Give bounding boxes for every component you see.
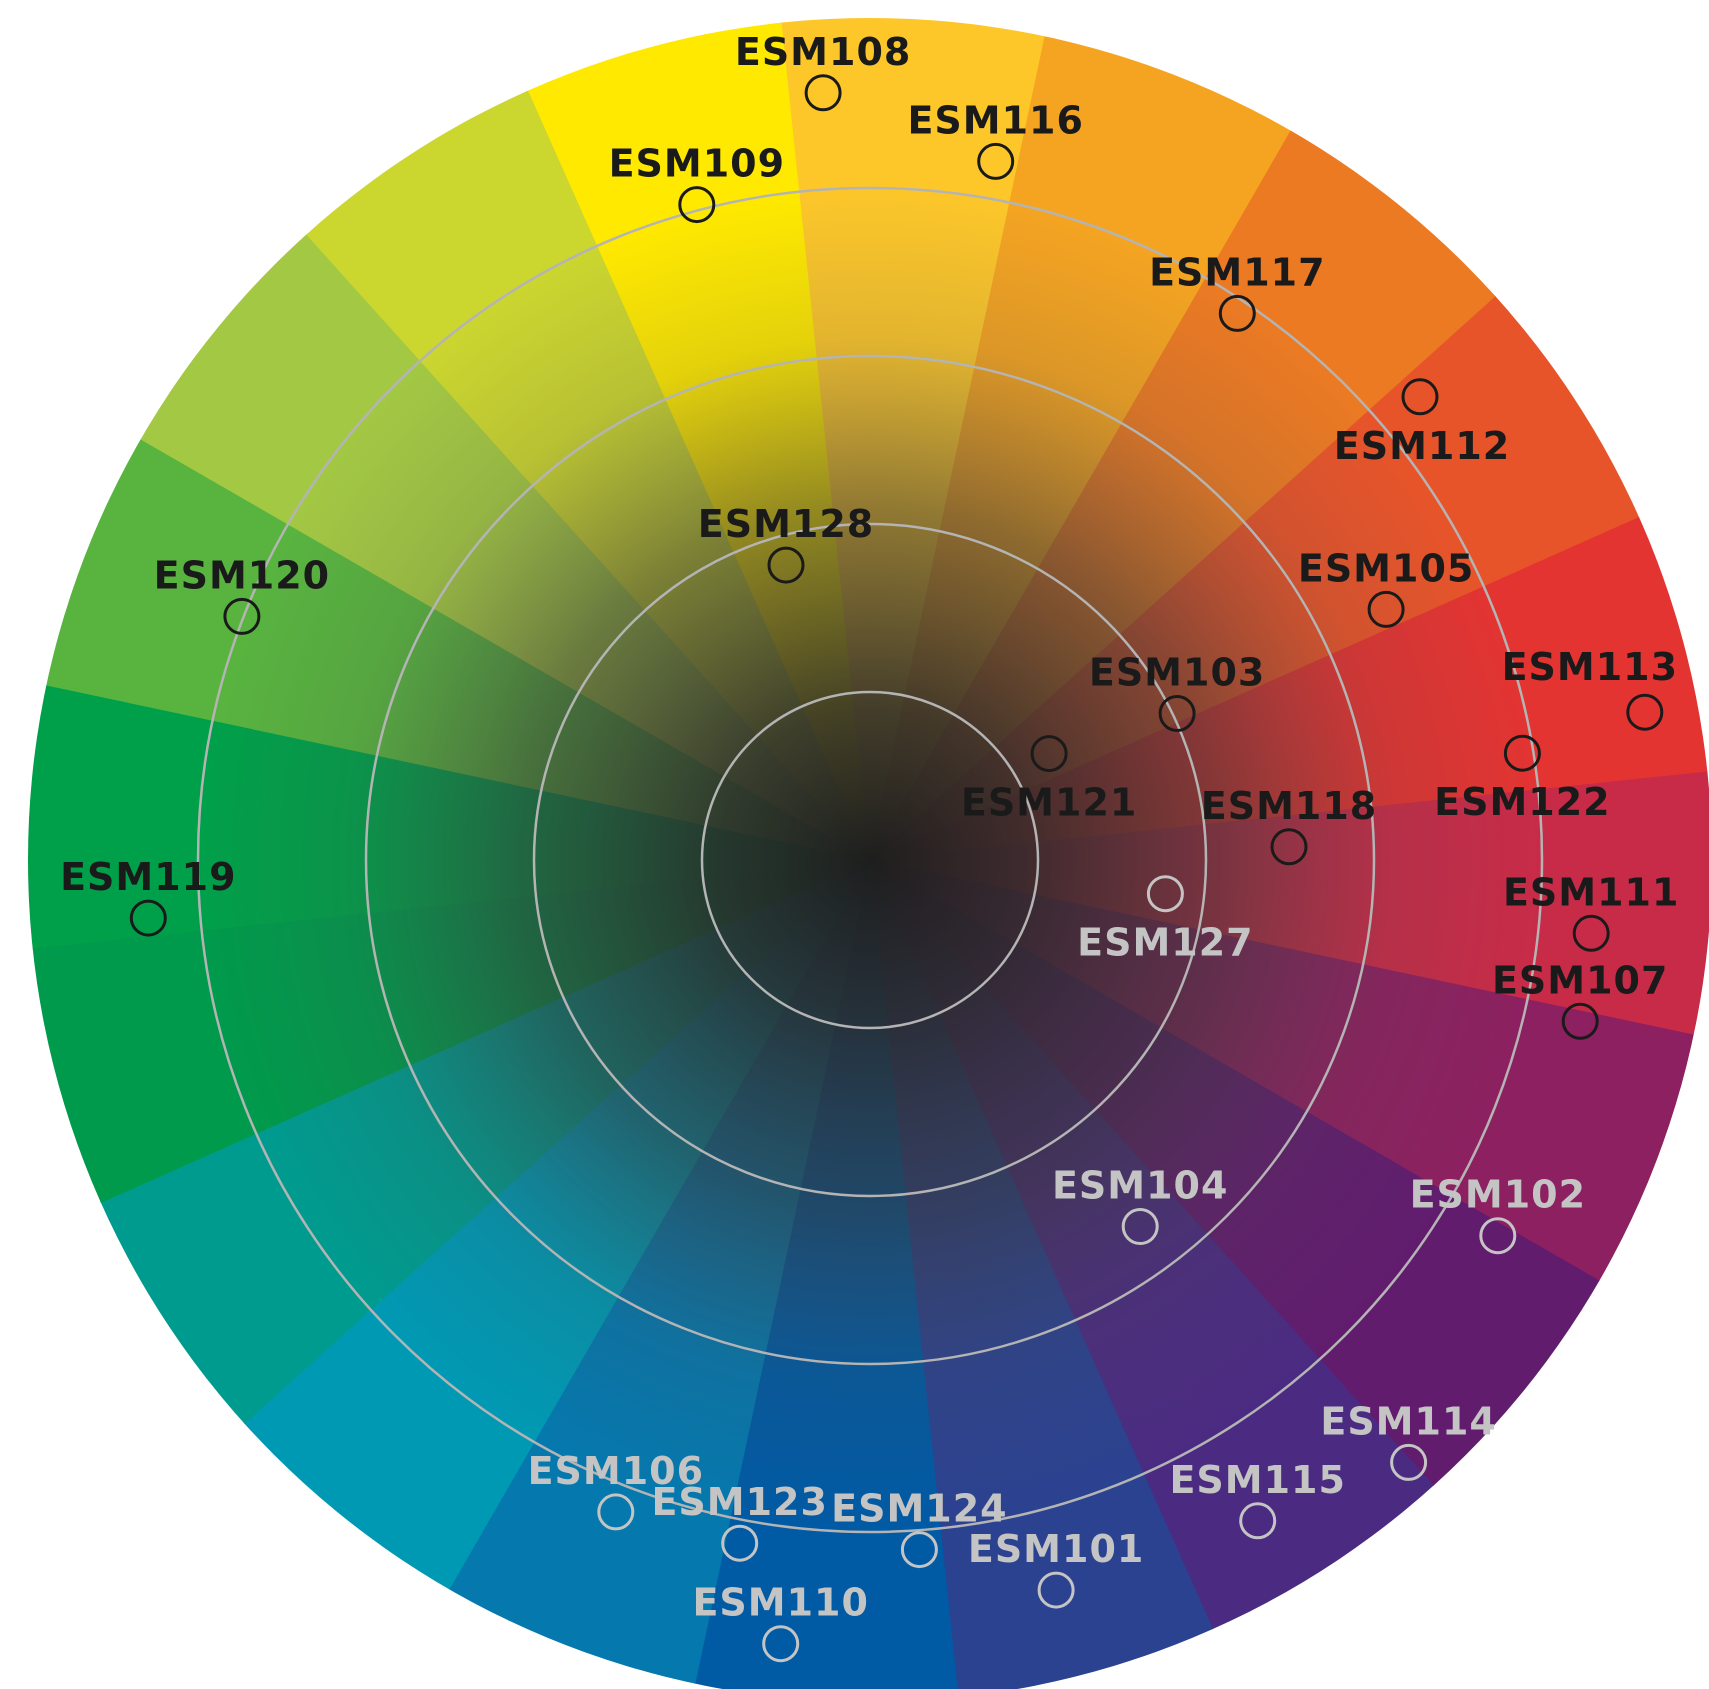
- color-marker: ESM106: [528, 1449, 704, 1531]
- marker-ring-icon: [977, 142, 1015, 180]
- color-marker: ESM114: [1320, 1399, 1496, 1481]
- marker-ring-icon: [767, 546, 805, 584]
- marker-ring-icon: [1626, 693, 1664, 731]
- saturation-ring: [700, 690, 1040, 1030]
- color-marker: ESM105: [1298, 546, 1474, 628]
- marker-label: ESM120: [154, 553, 330, 597]
- color-marker: ESM116: [907, 98, 1083, 180]
- color-marker: ESM127: [1077, 875, 1253, 965]
- marker-ring-icon: [597, 1493, 635, 1531]
- marker-ring-icon: [1390, 1443, 1428, 1481]
- marker-label: ESM114: [1320, 1399, 1496, 1443]
- marker-ring-icon: [1401, 378, 1439, 416]
- marker-ring-icon: [129, 899, 167, 937]
- saturation-rings: [196, 186, 1544, 1534]
- marker-ring-icon: [1218, 294, 1256, 332]
- marker-ring-icon: [1270, 828, 1308, 866]
- color-marker: ESM119: [60, 855, 236, 937]
- color-marker: ESM109: [609, 142, 785, 224]
- marker-label: ESM107: [1492, 958, 1668, 1002]
- color-marker: ESM120: [154, 553, 330, 635]
- color-marker: ESM111: [1503, 870, 1679, 952]
- marker-label: ESM116: [907, 98, 1083, 142]
- marker-ring-icon: [678, 186, 716, 224]
- marker-label: ESM121: [961, 781, 1137, 825]
- marker-ring-icon: [1503, 734, 1541, 772]
- marker-label: ESM105: [1298, 546, 1474, 590]
- color-marker: ESM124: [831, 1487, 1007, 1569]
- color-marker: ESM104: [1052, 1164, 1228, 1245]
- marker-label: ESM113: [1502, 645, 1678, 689]
- marker-label: ESM101: [968, 1527, 1144, 1571]
- color-marker: ESM117: [1149, 250, 1325, 332]
- marker-label: ESM117: [1149, 250, 1325, 294]
- saturation-ring: [532, 522, 1208, 1198]
- marker-ring-icon: [1037, 1571, 1075, 1609]
- saturation-ring: [364, 354, 1376, 1366]
- marker-label: ESM111: [1503, 870, 1679, 914]
- marker-label: ESM123: [651, 1480, 827, 1524]
- marker-label: ESM103: [1089, 651, 1265, 695]
- color-marker: ESM122: [1434, 734, 1610, 824]
- color-marker: ESM103: [1089, 651, 1265, 732]
- color-marker: ESM110: [692, 1581, 868, 1663]
- color-marker: ESM121: [961, 735, 1137, 825]
- color-marker: ESM113: [1502, 645, 1678, 731]
- marker-label: ESM108: [735, 30, 911, 74]
- color-marker: ESM107: [1492, 958, 1668, 1040]
- marker-ring-icon: [1121, 1208, 1159, 1245]
- marker-label: ESM102: [1410, 1173, 1586, 1217]
- marker-ring-icon: [721, 1524, 759, 1562]
- desaturation-overlay: [28, 18, 1709, 1689]
- marker-label: ESM118: [1201, 784, 1377, 828]
- marker-label: ESM128: [698, 502, 874, 546]
- marker-ring-icon: [1146, 875, 1184, 913]
- color-marker: ESM123: [651, 1480, 827, 1562]
- marker-label: ESM109: [609, 142, 785, 186]
- color-marker: ESM115: [1169, 1458, 1345, 1540]
- color-marker: ESM101: [968, 1527, 1144, 1609]
- marker-label: ESM112: [1334, 424, 1510, 468]
- marker-label: ESM115: [1169, 1458, 1345, 1502]
- marker-label: ESM110: [692, 1581, 868, 1625]
- marker-ring-icon: [1561, 1002, 1599, 1040]
- marker-label: ESM119: [60, 855, 236, 899]
- marker-ring-icon: [1158, 695, 1196, 732]
- saturation-ring: [196, 186, 1544, 1534]
- marker-ring-icon: [223, 597, 261, 635]
- marker-ring-icon: [804, 74, 842, 112]
- marker-label: ESM122: [1434, 780, 1610, 824]
- color-marker: ESM108: [735, 30, 911, 112]
- color-marker: ESM102: [1410, 1173, 1586, 1255]
- marker-ring-icon: [1367, 590, 1405, 628]
- marker-label: ESM124: [831, 1487, 1007, 1531]
- marker-ring-icon: [762, 1625, 800, 1663]
- marker-ring-icon: [900, 1531, 938, 1569]
- marker-label: ESM106: [528, 1449, 704, 1493]
- color-markers: ESM108 ESM116 ESM109 ESM117 ESM112 ESM105 ESM1…: [60, 30, 1679, 1663]
- marker-ring-icon: [1572, 914, 1610, 952]
- marker-label: ESM127: [1077, 921, 1253, 965]
- marker-ring-icon: [1239, 1502, 1277, 1540]
- color-marker: ESM128: [698, 502, 874, 584]
- color-marker: ESM112: [1334, 378, 1510, 468]
- marker-ring-icon: [1030, 735, 1068, 773]
- color-marker: ESM118: [1201, 784, 1377, 866]
- marker-ring-icon: [1479, 1217, 1517, 1255]
- marker-label: ESM104: [1052, 1164, 1228, 1208]
